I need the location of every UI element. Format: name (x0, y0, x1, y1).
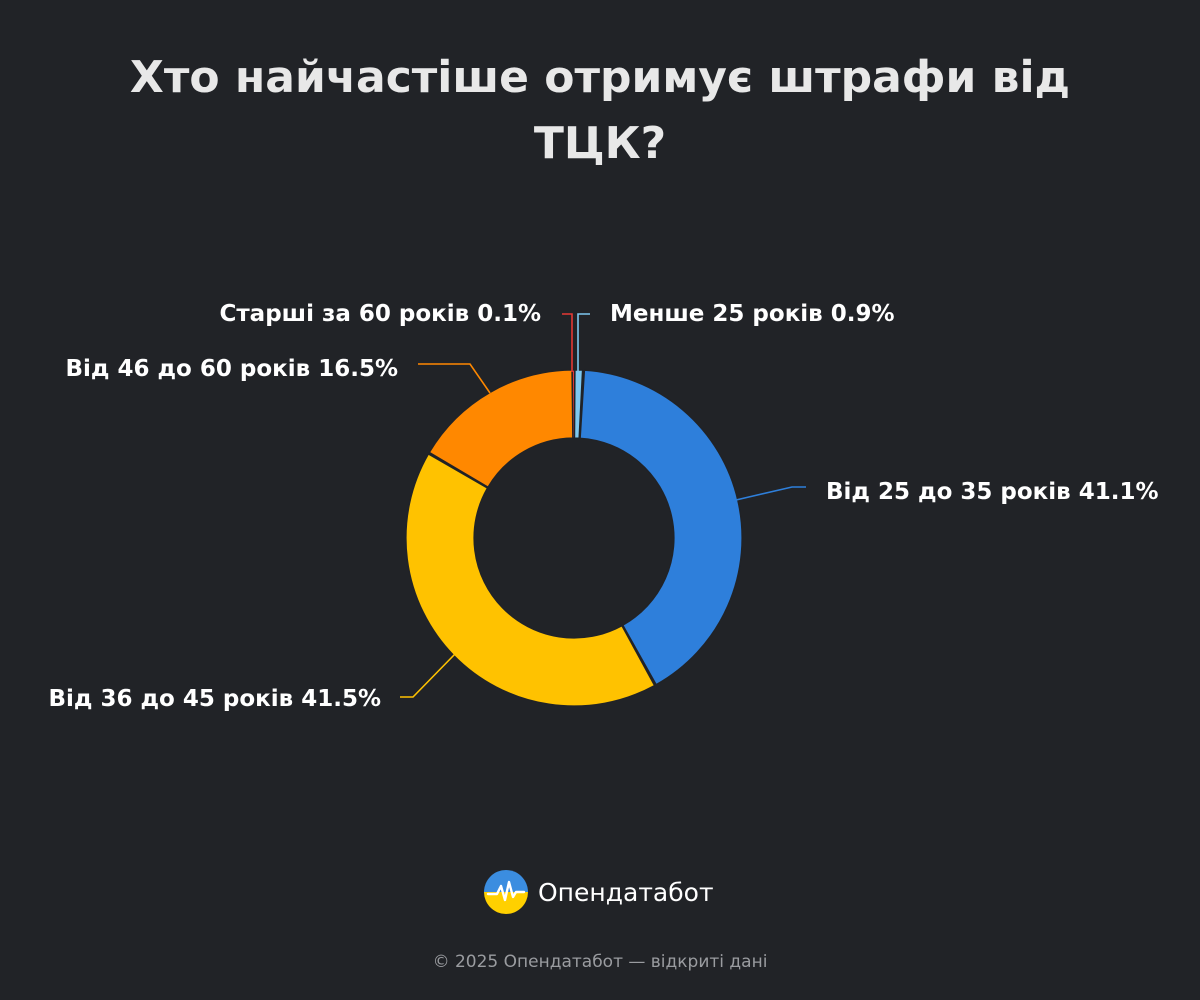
brand: Опендатабот (484, 870, 714, 914)
slice-label-2: Від 25 до 35 років 41.1% (826, 479, 1159, 505)
slice-label-4: Від 46 до 60 років 16.5% (65, 356, 398, 382)
slice-3 (405, 453, 656, 707)
leader-lines-layer (400, 313, 806, 698)
slice-label-5: Старші за 60 років 0.1% (219, 301, 541, 327)
opendatabot-logo-icon (484, 870, 528, 914)
slices-layer (405, 369, 743, 707)
slice-label-1: Менше 25 років 0.9% (610, 301, 895, 327)
brand-name: Опендатабот (538, 877, 714, 907)
slice-5 (571, 369, 576, 439)
leader-line-2 (735, 486, 806, 501)
slice-label-3: Від 36 до 45 років 41.5% (48, 686, 381, 712)
slice-labels-layer: Менше 25 років 0.9% Від 25 до 35 років 41… (48, 301, 1158, 712)
chart-title: Хто найчастіше отримує штрафи від ТЦК? (129, 52, 1071, 169)
leader-line-3 (400, 653, 456, 698)
leader-line-4 (418, 363, 491, 394)
leader-line-5 (562, 313, 573, 372)
footer-copyright: © 2025 Опендатабот — відкриті дані (432, 952, 768, 972)
slice-2 (579, 369, 743, 686)
leader-line-1 (577, 313, 590, 372)
